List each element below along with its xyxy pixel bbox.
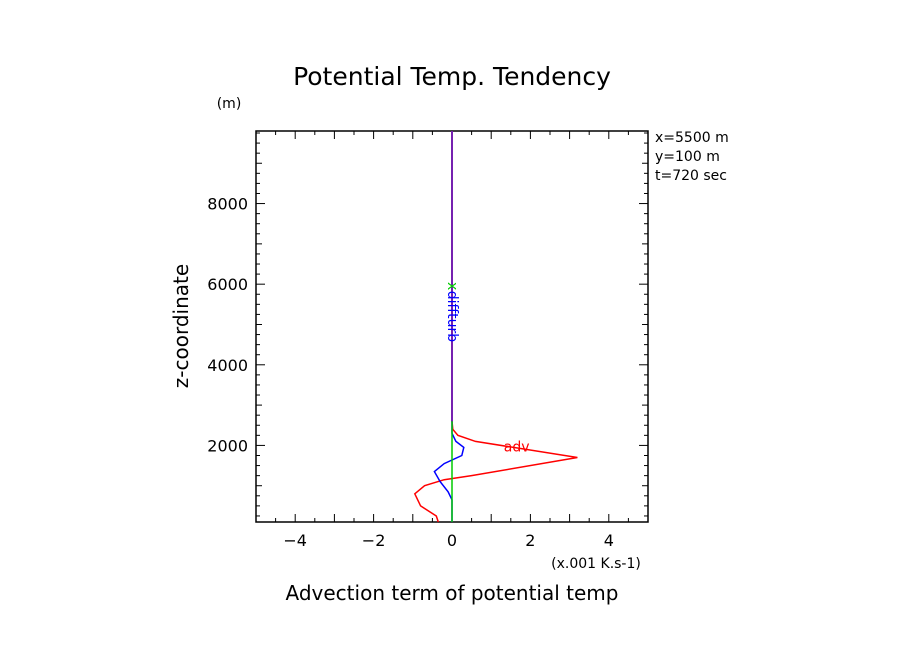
x-tick-label: 2	[525, 531, 535, 550]
y-tick-label: 4000	[207, 356, 248, 375]
annotation-x: x	[444, 282, 460, 290]
x-tick-label: −4	[283, 531, 307, 550]
y-axis-unit: (m)	[217, 96, 242, 112]
annotation-adv: adv	[504, 439, 530, 455]
series-line-adv	[413, 131, 578, 523]
info-t: t=720 sec	[655, 168, 727, 184]
annotation-diffturb: diffturb	[444, 291, 460, 343]
series-line-diff	[433, 131, 465, 522]
y-tick-label: 6000	[207, 275, 248, 294]
chart-title: Potential Temp. Tendency	[293, 62, 611, 91]
x-axis-unit: (x.001 K.s-1)	[551, 556, 641, 572]
x-axis-label: Advection term of potential temp	[286, 581, 619, 605]
x-tick-label: 0	[447, 531, 457, 550]
series-group	[413, 131, 578, 523]
y-axis-ticks: 2000 4000 6000 8000	[207, 132, 648, 517]
y-tick-label: 2000	[207, 436, 248, 455]
y-axis-label: z-coordinate	[169, 264, 193, 388]
info-y: y=100 m	[655, 149, 720, 165]
x-tick-label: −2	[362, 531, 386, 550]
y-tick-label: 8000	[207, 195, 248, 214]
x-tick-label: 4	[604, 531, 614, 550]
info-x: x=5500 m	[655, 130, 729, 146]
